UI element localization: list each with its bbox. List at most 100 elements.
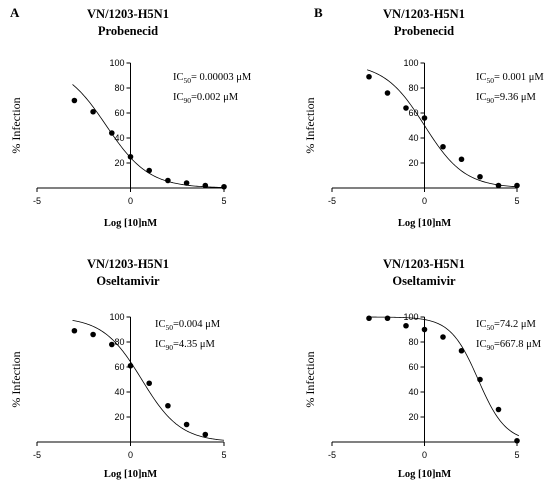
data-point [71,97,78,104]
x-tick-label: 0 [422,450,427,460]
x-tick-label: 5 [221,196,226,206]
chart-panel-1: A VN/1203-H5N1 Probenecid -5 0 5 20 40 60 80 100 Lo… [9,5,252,229]
chart-subtitle: Probenecid [98,24,158,38]
x-tick-label: -5 [33,450,41,460]
chart-subtitle: Probenecid [394,24,454,38]
chart-title: VN/1203-H5N1 [87,257,169,271]
y-tick-label: 80 [408,83,418,93]
data-point [165,177,171,184]
data-point [183,421,190,428]
y-tick-label: 20 [114,158,124,168]
data-point [477,173,483,180]
x-tick-label: 5 [221,450,226,460]
x-tick-label: -5 [328,196,336,206]
chart-panel-2: B VN/1203-H5N1 Probenecid -5 0 5 20 40 60 80 100 Lo… [303,5,544,229]
y-tick-label: 100 [403,58,418,68]
data-point [109,130,115,136]
data-point [495,182,502,189]
ic90-annotation: IC90=9.36 μM [476,92,537,105]
data-point [127,362,134,369]
data-point [165,402,171,409]
data-point [146,167,152,174]
panel-letter: A [10,5,20,20]
y-tick-label: 60 [114,108,124,118]
data-point [421,115,428,121]
data-point [90,331,96,338]
chart-panel-3: VN/1203-H5N1 Oseltamivir -5 0 5 20 40 60 80 100 Lo… [9,257,227,480]
x-tick-label: 5 [514,450,519,460]
ic90-annotation: IC90=4.35 μM [155,339,216,352]
x-axis-label: Log [10]nM [398,218,451,229]
y-tick-label: 80 [114,83,124,93]
data-point [440,143,446,150]
fit-curve [367,316,520,437]
x-axis-label: Log [10]nM [398,469,451,480]
data-point [514,437,520,444]
data-point [221,183,227,190]
data-point [403,322,409,329]
y-tick-label: 100 [109,58,124,68]
y-tick-label: 40 [408,387,418,397]
data-point [514,182,520,189]
ic90-annotation: IC90=0.002 μM [173,92,239,105]
fit-curve [367,69,519,188]
y-tick-label: 100 [403,312,418,322]
x-tick-label: 0 [128,450,133,460]
data-point [458,347,465,354]
chart-title: VN/1203-H5N1 [383,257,465,271]
data-point [202,182,209,189]
chart-panel-4: VN/1203-H5N1 Oseltamivir -5 0 5 20 40 60 80 100 Lo… [303,257,542,480]
y-tick-label: 60 [114,362,124,372]
ic50-annotation: IC50= 0.001 μM [476,72,544,85]
data-point [384,90,391,96]
x-axis-label: Log [10]nM [104,469,157,480]
y-tick-label: 100 [109,312,124,322]
data-point [366,315,372,322]
y-axis-label: % Infection [9,97,23,153]
y-tick-label: 60 [408,108,418,118]
y-tick-label: 40 [114,133,124,143]
fit-curve [72,320,225,441]
data-point [421,326,428,333]
data-point [202,431,209,438]
y-tick-label: 80 [408,337,418,347]
data-point [109,341,115,348]
data-point [384,315,391,322]
y-tick-label: 80 [114,337,124,347]
x-tick-label: 0 [422,196,427,206]
panel-letter: B [314,5,323,20]
data-point [495,406,502,413]
ic50-annotation: IC50=0.004 μM [155,319,221,332]
x-tick-label: 0 [128,196,133,206]
data-point [183,180,190,186]
x-tick-label: -5 [328,450,336,460]
data-point [477,376,483,383]
chart-title: VN/1203-H5N1 [87,7,169,21]
y-tick-label: 20 [408,412,418,422]
y-axis-label: % Infection [303,97,317,153]
data-point [458,156,465,163]
y-tick-label: 20 [114,412,124,422]
chart-subtitle: Oseltamivir [392,274,456,288]
ic50-annotation: IC50=74.2 μM [476,319,537,332]
chart-subtitle: Oseltamivir [96,274,160,288]
x-tick-label: -5 [33,196,41,206]
data-point [403,105,409,111]
x-tick-label: 5 [514,196,519,206]
data-point [366,73,372,80]
chart-title: VN/1203-H5N1 [383,7,465,21]
y-tick-label: 40 [408,133,418,143]
y-tick-label: 20 [408,158,418,168]
data-point [90,108,96,115]
data-point [71,327,78,334]
ic50-annotation: IC50= 0.00003 μM [173,72,252,85]
ic90-annotation: IC90=667.8 μM [476,339,542,352]
y-axis-label: % Infection [303,351,317,407]
y-tick-label: 40 [114,387,124,397]
x-axis-label: Log [10]nM [104,218,157,229]
y-axis-label: % Infection [9,351,23,407]
data-point [440,334,446,340]
data-point [146,380,152,387]
data-point [127,153,134,160]
